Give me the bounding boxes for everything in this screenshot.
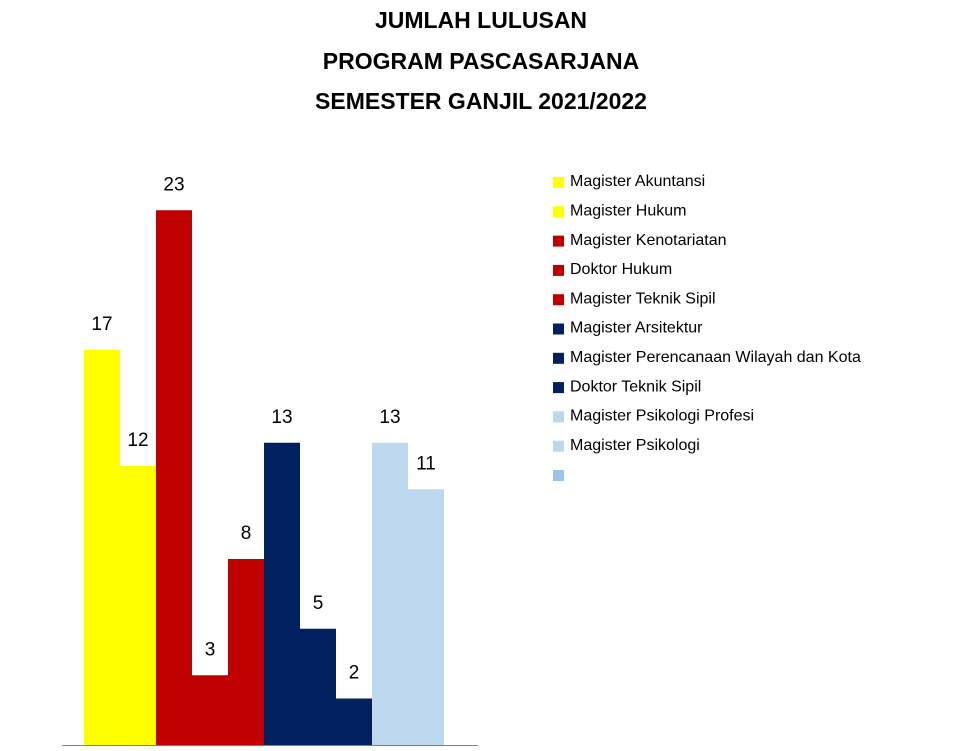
legend-label: Magister Arsitektur — [570, 320, 703, 337]
legend-swatch — [553, 235, 564, 247]
legend-label: Magister Perencanaan Wilayah dan Kota — [570, 349, 861, 366]
chart-title: PROGRAM PASCASARJANA — [323, 48, 640, 74]
bar — [408, 489, 444, 745]
data-label: 13 — [379, 407, 400, 428]
legend-swatch — [553, 352, 564, 364]
bar — [300, 628, 336, 745]
legend-label: Magister Akuntansi — [570, 173, 705, 190]
bar — [156, 210, 192, 745]
data-label: 12 — [127, 430, 148, 451]
chart-title: SEMESTER GANJIL 2021/2022 — [315, 88, 647, 114]
legend-swatch — [553, 470, 564, 481]
data-label: 3 — [205, 639, 216, 660]
data-label: 17 — [91, 314, 112, 335]
legend-label: Magister Teknik Sipil — [570, 290, 716, 307]
legend-label: Magister Hukum — [570, 203, 686, 220]
data-label: 23 — [163, 174, 184, 195]
legend-swatch — [553, 323, 564, 335]
data-label: 11 — [416, 453, 436, 474]
legend-swatch — [553, 177, 564, 188]
data-label: 13 — [271, 407, 292, 428]
data-label: 8 — [241, 523, 252, 544]
legend-label: Doktor Teknik Sipil — [570, 378, 701, 395]
bar — [336, 698, 372, 745]
legend-swatch — [553, 264, 564, 276]
data-label: 2 — [349, 663, 360, 684]
bar — [264, 442, 300, 745]
chart-title: JUMLAH LULUSAN — [375, 7, 587, 33]
legend-label: Magister Psikologi Profesi — [570, 408, 754, 425]
bar — [192, 675, 228, 745]
legend-swatch — [553, 382, 564, 394]
bar — [228, 559, 264, 745]
legend-swatch — [553, 206, 564, 218]
legend-swatch — [553, 294, 564, 306]
data-label: 5 — [313, 593, 324, 614]
legend-swatch — [553, 440, 564, 452]
legend-swatch — [553, 411, 564, 423]
legend-label: Doktor Hukum — [570, 261, 672, 278]
legend-label: Magister Psikologi — [570, 437, 700, 454]
legend-label: Magister Kenotariatan — [570, 232, 727, 249]
bar — [372, 442, 408, 745]
bar — [120, 466, 156, 745]
bar — [84, 349, 120, 745]
